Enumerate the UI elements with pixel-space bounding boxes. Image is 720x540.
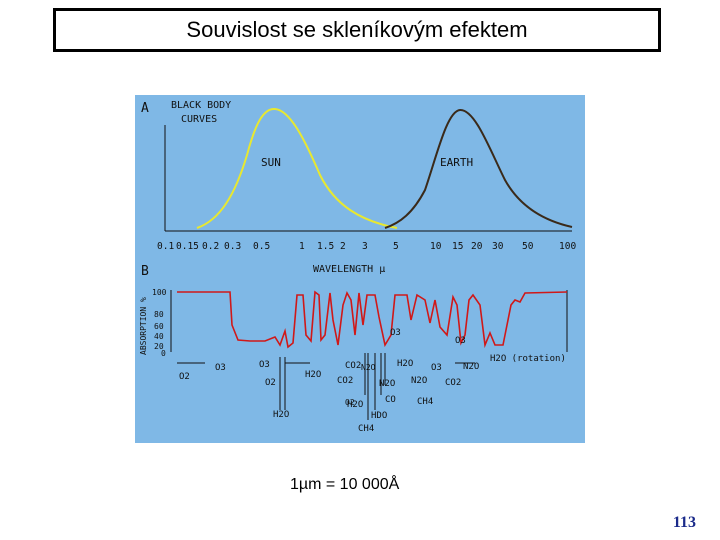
ytick-label: 20 xyxy=(154,342,164,351)
panel-b-yticks: 100 80 60 40 20 0 xyxy=(152,288,167,358)
gas-label: HDO xyxy=(371,411,387,421)
gas-label: CO2 xyxy=(345,361,361,371)
xtick-label: 30 xyxy=(492,241,504,252)
gas-label: N2O xyxy=(379,379,395,389)
slide-title-box: Souvislost se skleníkovým efektem xyxy=(53,8,661,52)
gas-label: H2O xyxy=(347,400,363,410)
gas-label: CO2 xyxy=(337,376,353,386)
xtick-label: 10 xyxy=(430,241,442,252)
panel-a-title-1: BLACK BODY xyxy=(171,100,231,111)
gas-label: CO2 xyxy=(445,378,461,388)
gas-label: O3 xyxy=(259,360,270,370)
xtick-label: 1.5 xyxy=(317,241,334,252)
ytick-label: 80 xyxy=(154,310,164,319)
xtick-label: 2 xyxy=(340,241,346,252)
earth-label: EARTH xyxy=(440,156,473,169)
gas-label: N2O xyxy=(411,376,427,386)
panel-a-title-2: CURVES xyxy=(181,114,217,125)
xtick-label: 1 xyxy=(299,241,305,252)
xtick-label: 0.15 xyxy=(176,241,199,252)
xtick-label: 0.5 xyxy=(253,241,270,252)
ytick-label: 40 xyxy=(154,332,164,341)
xtick-label: 0.3 xyxy=(224,241,241,252)
gas-label: H2O xyxy=(273,410,289,420)
gas-label: O2 xyxy=(179,372,190,382)
xtick-label: 50 xyxy=(522,241,534,252)
page-number: 113 xyxy=(672,514,696,531)
xtick-label: 3 xyxy=(362,241,368,252)
panel-b-letter: B xyxy=(141,264,149,279)
xtick-label: 20 xyxy=(471,241,483,252)
xtick-label: 15 xyxy=(452,241,463,252)
ytick-label: 0 xyxy=(161,349,166,358)
figure-svg: A BLACK BODY CURVES SUN EARTH 0.1 0.15 0… xyxy=(135,95,585,443)
gas-label: CH4 xyxy=(358,424,374,434)
gas-label: H2O xyxy=(305,370,321,380)
ytick-label: 100 xyxy=(152,288,167,297)
wavelength-axis-label: WAVELENGTH µ xyxy=(313,264,385,275)
panel-a-xticks: 0.1 0.15 0.2 0.3 0.5 1 1.5 2 3 5 10 15 2… xyxy=(157,241,576,252)
gas-label: H2O (rotation) xyxy=(490,354,566,364)
gas-label: O3 xyxy=(215,363,226,373)
xtick-label: 0.2 xyxy=(202,241,219,252)
absorption-axis-label: ABSORPTION % xyxy=(139,297,148,355)
earth-curve xyxy=(384,108,573,229)
band-markers xyxy=(177,353,475,420)
sun-curve xyxy=(196,108,398,229)
gas-label: N2O xyxy=(463,362,479,372)
sun-label: SUN xyxy=(261,156,281,169)
figure-background xyxy=(135,95,585,443)
unit-caption: 1µm = 10 000Å xyxy=(290,476,400,493)
xtick-label: 5 xyxy=(393,241,399,252)
slide-title: Souvislost se skleníkovým efektem xyxy=(186,17,528,42)
xtick-label: 100 xyxy=(559,241,576,252)
ytick-label: 60 xyxy=(154,322,164,331)
absorption-curve xyxy=(177,290,568,349)
absorption-figure: A BLACK BODY CURVES SUN EARTH 0.1 0.15 0… xyxy=(135,95,585,443)
xtick-label: 0.1 xyxy=(157,241,174,252)
gas-label: O3 xyxy=(455,336,466,346)
gas-label: CO xyxy=(385,395,396,405)
gas-label: CH4 xyxy=(417,397,433,407)
gas-label: O2 xyxy=(345,398,355,407)
panel-a-letter: A xyxy=(141,101,149,116)
gas-label: O3 xyxy=(390,328,401,338)
gas-label: H2O xyxy=(397,359,413,369)
gas-label: O2 xyxy=(265,378,276,388)
gas-label: O3 xyxy=(431,363,442,373)
